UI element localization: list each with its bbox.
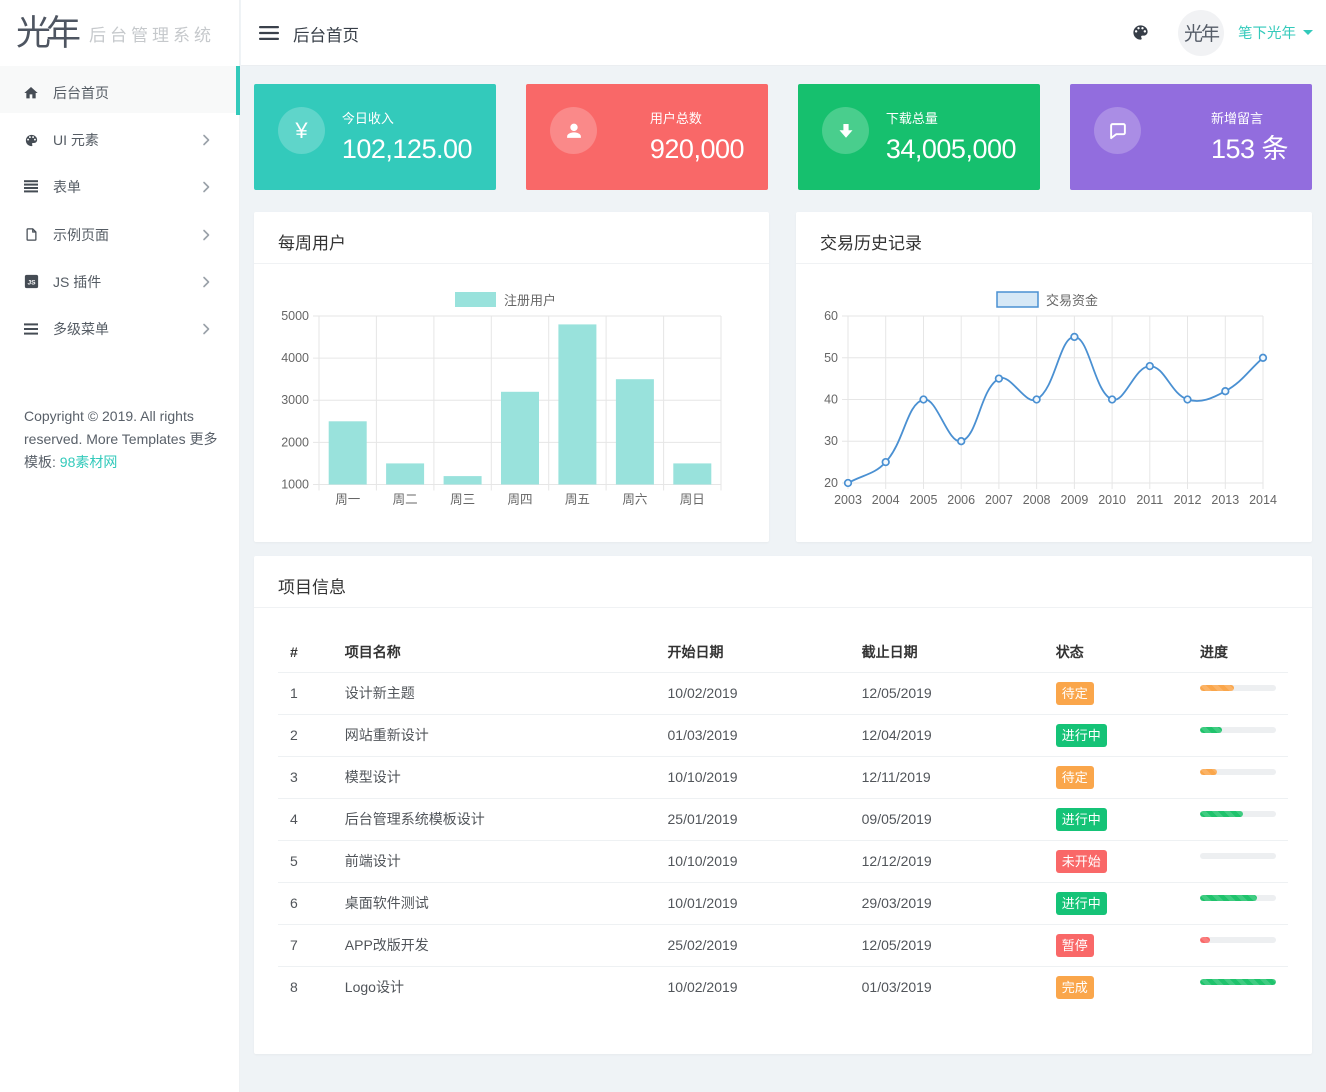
svg-text:2009: 2009 — [1060, 493, 1088, 507]
svg-text:2000: 2000 — [281, 435, 309, 449]
svg-text:5000: 5000 — [281, 309, 309, 323]
svg-text:40: 40 — [824, 393, 838, 407]
svg-text:周六: 周六 — [622, 493, 647, 507]
svg-text:周二: 周二 — [393, 493, 418, 507]
svg-text:2007: 2007 — [985, 493, 1013, 507]
svg-text:3000: 3000 — [281, 393, 309, 407]
svg-text:20: 20 — [824, 476, 838, 490]
svg-text:2013: 2013 — [1211, 493, 1239, 507]
svg-text:周三: 周三 — [450, 493, 475, 507]
svg-text:2004: 2004 — [872, 493, 900, 507]
svg-text:周一: 周一 — [335, 493, 360, 507]
svg-text:周四: 周四 — [507, 493, 532, 507]
svg-text:2008: 2008 — [1023, 493, 1051, 507]
svg-text:4000: 4000 — [281, 351, 309, 365]
svg-text:30: 30 — [824, 434, 838, 448]
svg-text:60: 60 — [824, 309, 838, 323]
svg-text:50: 50 — [824, 351, 838, 365]
svg-text:2010: 2010 — [1098, 493, 1126, 507]
svg-text:周五: 周五 — [565, 493, 590, 507]
svg-text:2012: 2012 — [1174, 493, 1202, 507]
svg-text:JS: JS — [27, 280, 36, 287]
svg-text:注册用户: 注册用户 — [504, 293, 556, 308]
svg-text:2006: 2006 — [947, 493, 975, 507]
svg-text:2005: 2005 — [910, 493, 938, 507]
svg-text:2003: 2003 — [834, 493, 862, 507]
svg-text:交易资金: 交易资金 — [1046, 293, 1098, 308]
svg-text:1000: 1000 — [281, 478, 309, 492]
svg-text:周日: 周日 — [680, 493, 705, 507]
svg-text:2011: 2011 — [1136, 493, 1163, 507]
svg-text:2014: 2014 — [1249, 493, 1277, 507]
